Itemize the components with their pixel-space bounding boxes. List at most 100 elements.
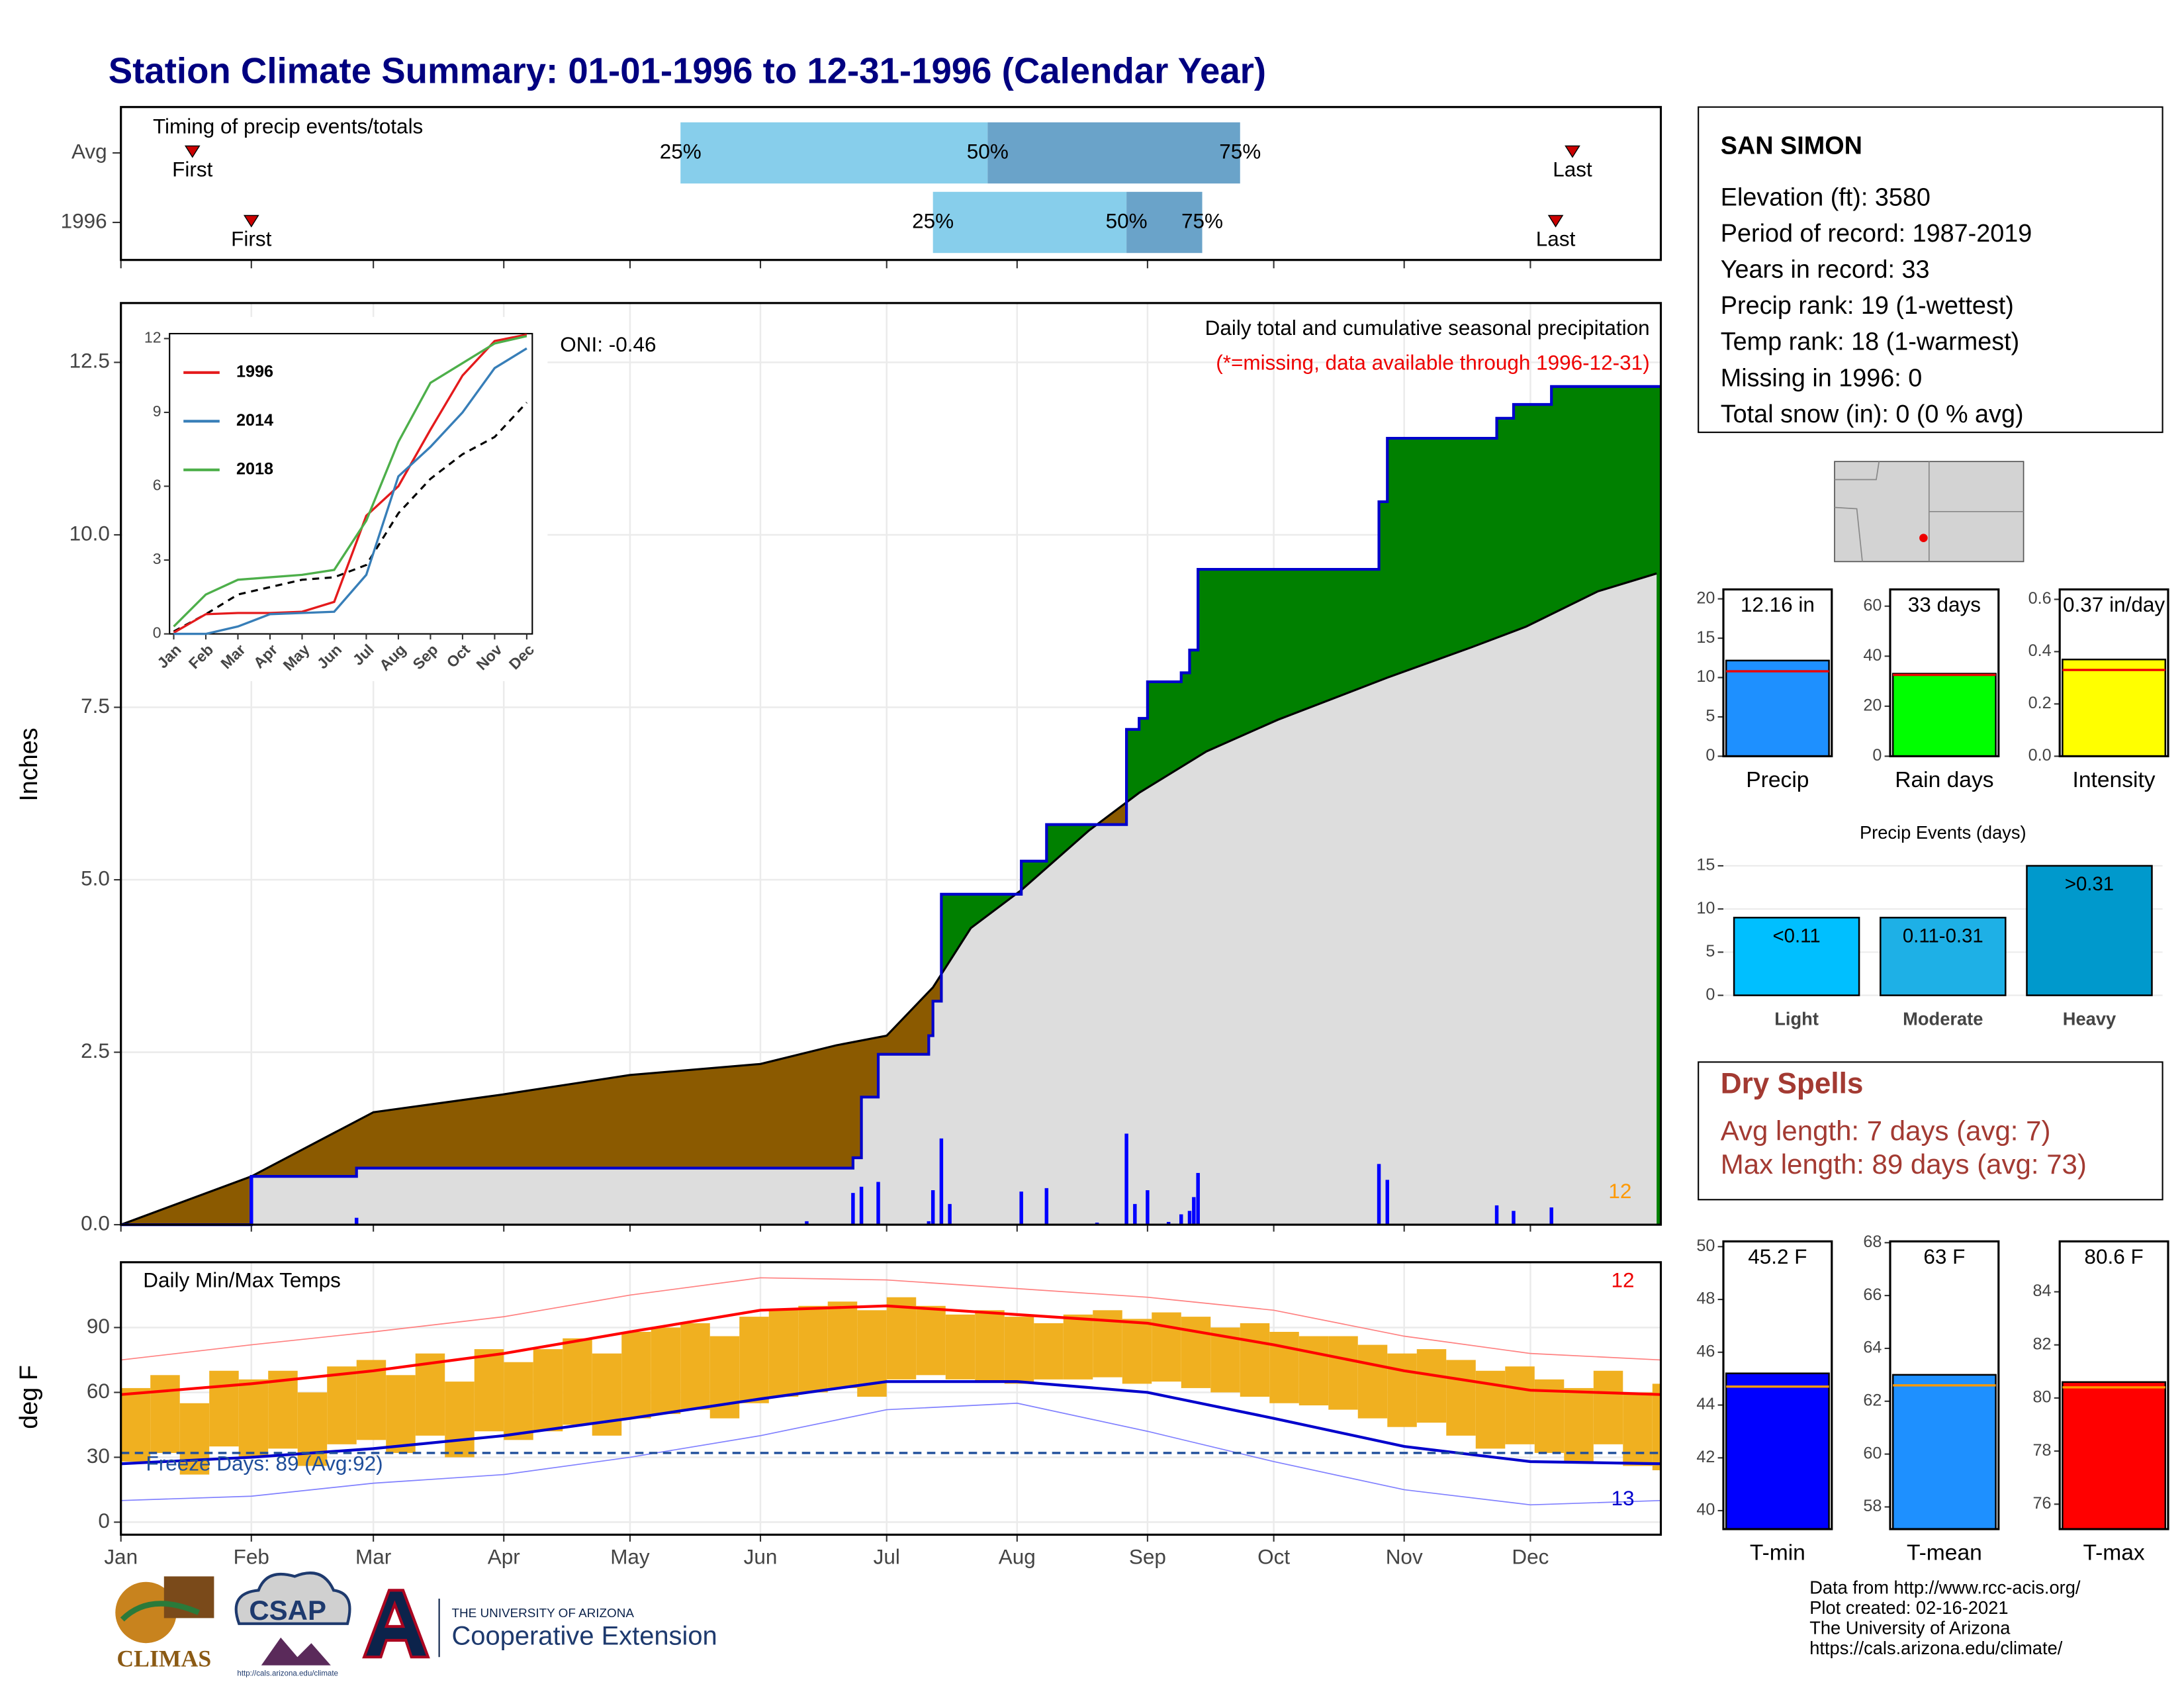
average-line (173, 402, 528, 633)
panel-border (120, 106, 1662, 261)
station-box (1698, 106, 2163, 434)
temp-range-bar (445, 1382, 475, 1458)
event-bar (2026, 865, 2153, 996)
quartile-bar (1126, 191, 1203, 254)
series-line (173, 335, 527, 628)
x-tick-label: May (610, 1544, 650, 1568)
y-tick-label: 46 (1696, 1342, 1715, 1360)
temp-range-bar (1269, 1331, 1299, 1403)
value-box: 0.37 in/day (2063, 594, 2165, 618)
row-label: Avg (71, 139, 107, 163)
extension-name: Cooperative Extension (452, 1621, 717, 1650)
quartile-bar (987, 122, 1240, 184)
row-label: 1996 (61, 209, 107, 232)
y-tick-label: 82 (2033, 1335, 2052, 1353)
inset-plot (169, 332, 533, 635)
x-tick-label: Dec (1512, 1544, 1549, 1568)
y-tick-label: 42 (1696, 1448, 1715, 1466)
gauge-label: T-max (2083, 1541, 2144, 1566)
y-tick-label: 3 (153, 550, 161, 567)
daily-bar (250, 1176, 253, 1225)
daily-bar (1166, 1221, 1171, 1225)
temp-range-bar (1063, 1314, 1093, 1380)
temp-range-bar (975, 1310, 1005, 1382)
bin-label: 0.11-0.31 (1903, 925, 1983, 947)
event-bar (1880, 916, 2007, 996)
temp-range-bar (533, 1349, 563, 1432)
freeze-label: Freeze Days: 89 (Avg:92) (146, 1452, 383, 1476)
x-tick-label: Nov (1386, 1544, 1423, 1568)
temp-range-bar (120, 1387, 151, 1462)
y-tick-label: 48 (1696, 1289, 1715, 1308)
temp-range-bar (621, 1331, 651, 1419)
x-tick-label: Aug (999, 1544, 1036, 1568)
y-tick-label: 68 (1863, 1233, 1882, 1251)
x-tick-label: Oct (1257, 1544, 1290, 1568)
panel-title: Daily total and cumulative seasonal prec… (1205, 316, 1650, 340)
value-label: 45.2 F (1748, 1245, 1807, 1270)
credit-line: Plot created: 02-16-2021 (1809, 1597, 2008, 1618)
y-tick-label: 5.0 (81, 866, 110, 890)
daily-bar (927, 1221, 931, 1225)
gauge-bar (2062, 1381, 2167, 1530)
credit-line: https://cals.arizona.edu/climate/ (1809, 1638, 2063, 1658)
quartile-bar (933, 191, 1127, 254)
legend-label: 1996 (236, 362, 273, 381)
page-title: Station Climate Summary: 01-01-1996 to 1… (109, 51, 1266, 91)
station-line: Elevation (ft): 3580 (1721, 183, 1931, 211)
event-marker (184, 145, 201, 158)
bin-label: >0.31 (2065, 873, 2114, 895)
location-map (1834, 461, 2025, 563)
gauge-label: Precip (1746, 768, 1809, 792)
daily-bar (354, 1217, 359, 1225)
value-box: 12.16 in (1741, 594, 1815, 618)
y-tick-label: 7.5 (81, 694, 110, 718)
y-tick-label: 60 (1863, 596, 1882, 614)
panel-border (120, 1261, 1662, 1536)
temp-range-bar (238, 1379, 269, 1458)
temp-range-bar (739, 1317, 769, 1403)
temp-range-bar (386, 1375, 416, 1453)
y-tick-label: 10.0 (69, 521, 110, 545)
gauge-bar (1891, 673, 1997, 757)
panel-border (120, 302, 1662, 1226)
event-label: First (172, 158, 212, 181)
temp-range-bar (1652, 1383, 1661, 1471)
gauge-border (1889, 1240, 2000, 1530)
series-line (173, 333, 527, 634)
temp-range-bar (1152, 1312, 1181, 1382)
y-tick-label: 2.5 (81, 1039, 110, 1062)
gauge-label: T-mean (1907, 1541, 1982, 1566)
temp-range-bar (150, 1375, 180, 1453)
temp-range-bar (1004, 1317, 1034, 1384)
daily-bar (1494, 1205, 1499, 1225)
value-box: 80.6 F (2084, 1246, 2143, 1270)
y-tick-label: 80 (2033, 1388, 2052, 1407)
csap-url: http://cals.arizona.edu/climate (237, 1669, 338, 1677)
csap-logo: CSAP (249, 1595, 326, 1626)
temp-range-bar (1564, 1387, 1594, 1462)
temp-range-bar (1623, 1392, 1653, 1466)
daily-bar (851, 1193, 855, 1225)
station-line: Missing in 1996: 0 (1721, 364, 1923, 392)
temp-range-bar (474, 1349, 504, 1432)
quartile-label: 75% (1219, 139, 1261, 163)
daily-bar (805, 1221, 809, 1225)
observed-line (120, 385, 1661, 1227)
base-area (120, 573, 1657, 1225)
bin-label: <0.11 (1773, 925, 1821, 947)
temp-range-bar (1328, 1336, 1358, 1410)
temp-range-bar (268, 1370, 298, 1449)
x-tick-label: Mar (355, 1544, 391, 1568)
y-tick-label: 90 (87, 1314, 110, 1338)
y-tick-label: 0.0 (81, 1211, 110, 1235)
dry-spell-line: Avg length: 7 days (avg: 7) (1721, 1115, 2051, 1147)
gauge-border (1722, 1240, 1833, 1530)
y-tick-label: 64 (1863, 1338, 1882, 1357)
quartile-label: 25% (660, 139, 702, 163)
normal-min-line (120, 1380, 1661, 1466)
y-tick-label: 0 (1706, 746, 1715, 765)
daily-bar (1124, 1133, 1128, 1225)
y-tick-label: 78 (2033, 1441, 2052, 1460)
